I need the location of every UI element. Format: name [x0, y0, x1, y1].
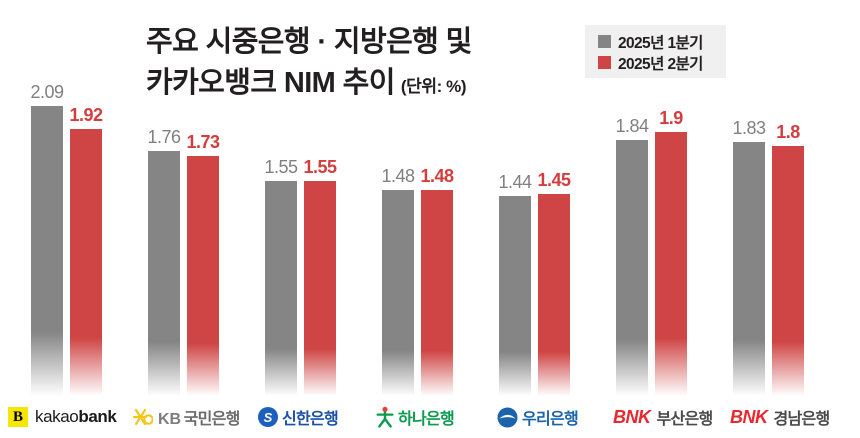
bar-rect-q1	[499, 195, 531, 396]
hana-icon	[376, 406, 394, 428]
bar-rect-q2	[772, 145, 804, 396]
page-title: 주요 시중은행 · 지방은행 및 카카오뱅크 NIM 추이 (단위: %)	[146, 22, 566, 104]
bar-value-label-q2: 1.45	[537, 170, 571, 191]
shinhan-icon: S	[258, 407, 278, 427]
bar-rect-q2	[538, 194, 570, 396]
legend-swatch-q1	[598, 35, 611, 48]
legend-label-q2: 2025년 2분기	[618, 55, 703, 73]
bar-value-label-q2: 1.73	[186, 131, 220, 152]
bank-logo-busan: BNK 부산은행	[613, 396, 713, 438]
bar-rect-q1	[265, 180, 297, 396]
bar-group: 1.76 1.73	[147, 0, 248, 396]
bar-rect-q1	[382, 190, 414, 396]
bar-rect-q2	[187, 155, 219, 396]
bank-logo-woori: 우리은행	[497, 396, 579, 438]
bank-label-kyongnam: 경남은행	[773, 411, 831, 428]
bar-rect-q1	[148, 151, 180, 396]
legend-item-q1: 2025년 1분기	[598, 32, 726, 52]
bar-value-label-q2: 1.92	[69, 105, 103, 126]
bar-group: 1.48 1.48	[381, 0, 482, 396]
bar-value-label-q1: 1.48	[381, 166, 415, 187]
bar-value-label-q1: 2.09	[30, 81, 64, 102]
bar-value-label-q1: 1.76	[147, 127, 181, 148]
title-unit: (단위: %)	[400, 77, 467, 97]
bar-value-label-q2: 1.48	[420, 166, 454, 187]
bar-rect-q2	[70, 129, 102, 396]
bar-rect-q1	[733, 141, 765, 396]
bank-logo-kakaobank: B kakaobank	[8, 396, 117, 438]
legend-swatch-q2	[598, 56, 611, 69]
bar-value-label-q1: 1.83	[732, 117, 766, 138]
bank-logo-shinhan: S 신한은행	[258, 396, 339, 438]
title-line-2: 카카오뱅크 NIM 추이 (단위: %)	[146, 63, 566, 104]
bar-value-label-q1: 1.44	[498, 171, 532, 192]
bar-value-label-q2: 1.9	[659, 107, 683, 128]
bank-label-hana: 하나은행	[398, 411, 455, 428]
bank-logo-hana: 하나은행	[376, 396, 455, 438]
kakaobank-icon: B	[8, 407, 28, 427]
bank-logo-kb: KB 국민은행	[131, 396, 240, 438]
bank-label-kakaobank: kakaobank	[35, 407, 117, 426]
bar-group: 1.44 1.45	[498, 0, 599, 396]
bar-rect-q2	[655, 131, 687, 396]
bank-label-shinhan: 신한은행	[282, 411, 339, 428]
bar-group: 2.09 1.92	[30, 0, 131, 396]
woori-icon	[497, 407, 518, 428]
bar-group: 1.55 1.55	[264, 0, 365, 396]
bank-label-woori: 우리은행	[522, 411, 579, 428]
bank-logo-kyongnam: BNK 경남은행	[730, 396, 830, 438]
bar-group: 1.84 1.9	[615, 0, 716, 396]
bar-value-label-q2: 1.55	[303, 156, 337, 177]
legend-label-q1: 2025년 1분기	[618, 34, 703, 52]
bar-value-label-q1: 1.55	[264, 156, 298, 177]
title-line-1: 주요 시중은행 · 지방은행 및	[146, 26, 472, 58]
bar-rect-q1	[31, 105, 63, 396]
bar-value-label-q2: 1.8	[776, 121, 800, 142]
legend-item-q2: 2025년 2분기	[598, 53, 726, 73]
bar-rect-q2	[421, 190, 453, 396]
plot-area: 2.09 1.92 1.76 1.73 1.55 1.55 1.48 1.48 1.44 1.45…	[30, 0, 833, 396]
bnk-icon-busan: BNK	[613, 406, 651, 427]
bar-rect-q1	[616, 140, 648, 396]
chart-legend: 2025년 1분기 2025년 2분기	[585, 25, 726, 78]
bar-group: 1.83 1.8	[732, 0, 833, 396]
bank-label-kb: KB 국민은행	[158, 411, 240, 428]
bank-logo-row: B kakaobank KB 국민은행 S 신한은행	[0, 396, 860, 438]
bar-value-label-q1: 1.84	[615, 116, 649, 137]
bank-label-busan: 부산은행	[656, 411, 714, 428]
title-line-2-text: 카카오뱅크 NIM 추이	[146, 67, 395, 100]
kb-star-icon	[131, 406, 154, 428]
bar-rect-q2	[304, 180, 336, 396]
bnk-icon-kyongnam: BNK	[730, 406, 768, 427]
